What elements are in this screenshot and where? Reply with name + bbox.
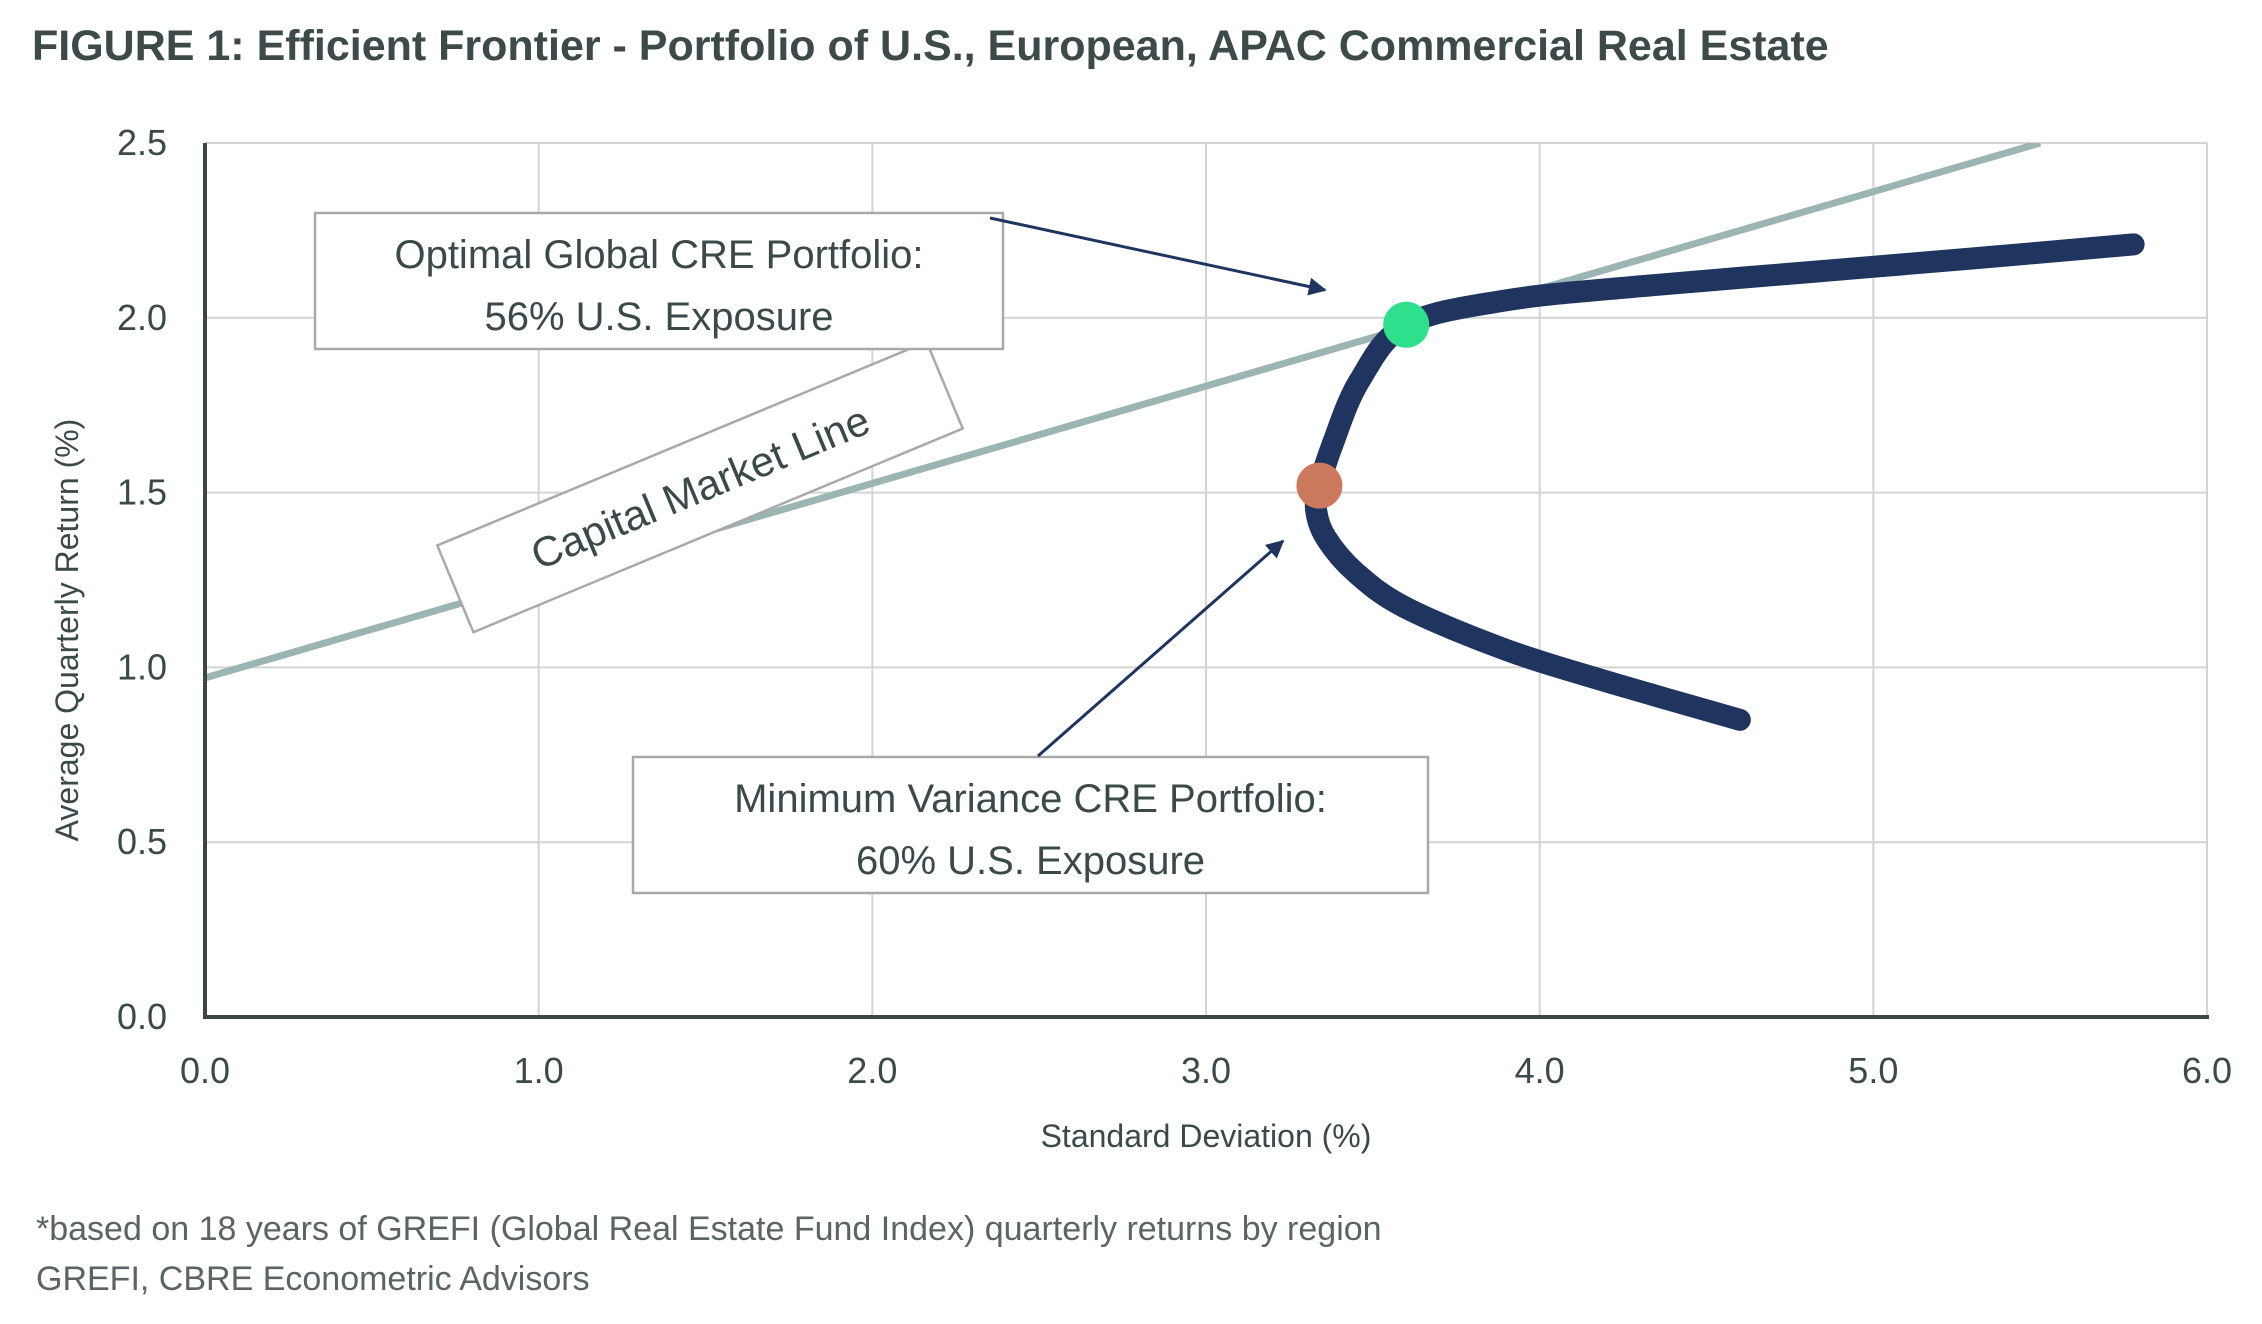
footnote-method: *based on 18 years of GREFI (Global Real… — [36, 1210, 1382, 1248]
cml-label-box — [435, 340, 965, 634]
optimal-callout-box — [313, 211, 1005, 351]
y-tick-label: 0.5 — [117, 821, 167, 862]
axes: 0.0 1.0 2.0 3.0 4.0 5.0 6.0 0.0 0.5 1.0 1.5 2.0 2.5 S… — [49, 122, 2232, 1154]
y-tick-label: 2.5 — [117, 122, 167, 163]
efficient-frontier-curve — [1304, 233, 2145, 731]
min-variance-portfolio-point — [1296, 462, 1343, 509]
x-tick-label: 3.0 — [1181, 1050, 1231, 1091]
y-axis-title: Average Quarterly Return (%) — [49, 419, 85, 842]
optimal-callout-value: 56% U.S. Exposure — [484, 295, 833, 339]
min-variance-callout-box — [631, 755, 1430, 895]
figure-title: FIGURE 1: Efficient Frontier - Portfolio… — [32, 22, 1829, 70]
optimal-callout-arrow — [989, 216, 1327, 296]
x-tick-label: 0.0 — [180, 1050, 230, 1091]
min-variance-callout-arrow — [1037, 539, 1285, 758]
y-tick-label: 0.0 — [117, 996, 167, 1037]
min-variance-callout-title: Minimum Variance CRE Portfolio: — [734, 777, 1327, 821]
x-tick-label: 2.0 — [847, 1050, 897, 1091]
x-tick-label: 6.0 — [2182, 1050, 2232, 1091]
optimal-callout-title: Optimal Global CRE Portfolio: — [394, 233, 923, 277]
y-tick-label: 2.0 — [117, 297, 167, 338]
x-axis-title: Standard Deviation (%) — [1041, 1118, 1372, 1154]
footnote-source: GREFI, CBRE Econometric Advisors — [36, 1260, 590, 1298]
y-tick-label: 1.5 — [117, 472, 167, 513]
optimal-portfolio-point — [1383, 301, 1430, 348]
cml-label: Capital Market Line — [435, 340, 965, 634]
x-tick-label: 5.0 — [1848, 1050, 1898, 1091]
y-tick-label: 1.0 — [117, 646, 167, 687]
x-tick-label: 4.0 — [1515, 1050, 1565, 1091]
x-tick-label: 1.0 — [514, 1050, 564, 1091]
min-variance-callout-value: 60% U.S. Exposure — [856, 839, 1205, 883]
